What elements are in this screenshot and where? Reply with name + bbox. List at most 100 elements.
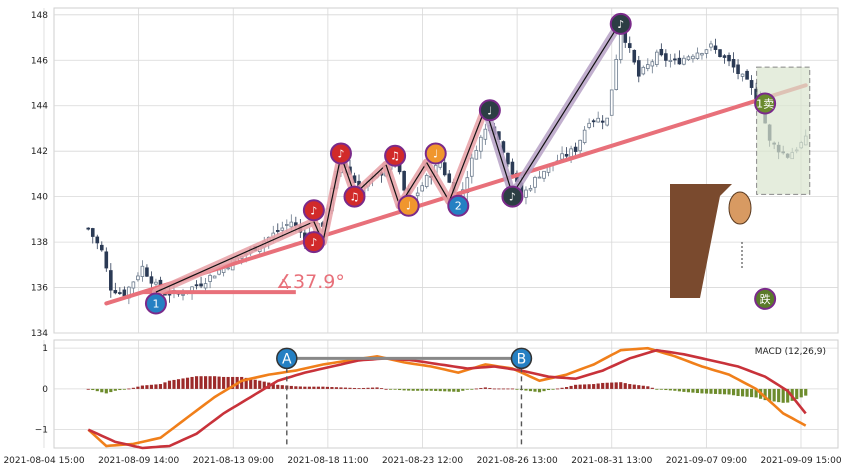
macd-histogram-bar: [668, 388, 672, 391]
macd-histogram-bar: [682, 388, 686, 392]
candle-body: [203, 283, 208, 289]
sell-box: [756, 66, 811, 195]
macd-histogram-bar: [763, 388, 767, 401]
macd-histogram-bar: [722, 388, 727, 395]
candle-body: [704, 49, 709, 54]
macd-histogram-bar: [253, 379, 257, 389]
signal-marker-label: ♫: [390, 150, 400, 163]
cliff-shape: [670, 184, 732, 298]
macd-histogram-bar: [294, 386, 298, 389]
macd-histogram-bar: [316, 386, 320, 389]
candle-body: [280, 227, 285, 231]
signal-marker: ♪: [302, 199, 325, 222]
signal-marker: ♩: [424, 142, 447, 165]
candle-body: [718, 49, 722, 57]
zigzag-line: [484, 107, 514, 195]
macd-histogram-bar: [551, 388, 555, 390]
macd-histogram-bar: [510, 388, 515, 390]
candle-body: [149, 276, 154, 284]
candle-body: [510, 161, 515, 175]
macd-histogram-bar: [483, 387, 487, 389]
x-tick-label: 2021-09-09 15:00: [760, 456, 841, 466]
signal-marker: ♩: [478, 99, 501, 122]
macd-histogram-bar: [601, 382, 605, 389]
macd-histogram-bar: [781, 388, 785, 403]
macd-histogram-bar: [100, 388, 104, 393]
candle-body: [109, 270, 113, 291]
price-tick-label: 138: [31, 238, 48, 248]
candle-body: [596, 117, 600, 123]
macd-histogram-bar: [795, 388, 799, 400]
price-panel: 134 136 138 140 142 144 146 148 1 2 ♪ ♪ ♪ ♫ ♫ ♩ ♩ ♩ ♪ ♪ 1卖跌: [31, 7, 839, 339]
zigzag-line: [385, 164, 401, 206]
candle-body: [524, 189, 528, 198]
macd-histogram-bar: [691, 388, 695, 393]
x-tick-label: 2021-08-13 09:00: [193, 456, 274, 466]
x-tick-label: 2021-08-18 11:00: [287, 456, 368, 466]
macd-histogram-bar: [628, 384, 632, 389]
candle-body: [749, 80, 754, 88]
macd-histogram-bar: [506, 388, 510, 390]
x-axis: 2021-08-04 15:00 2021-08-09 14:00 2021-08-…: [3, 456, 841, 466]
macd-histogram-bar: [190, 376, 194, 389]
macd-histogram-bar: [470, 388, 474, 390]
signal-marker-label: 跌: [760, 292, 771, 306]
macd-histogram-bar: [443, 388, 447, 392]
macd-histogram-bar: [438, 388, 442, 392]
macd-histogram-bar: [731, 388, 736, 396]
macd-histogram-bar: [176, 379, 181, 389]
macd-histogram-bar: [167, 380, 172, 389]
candle-body: [736, 64, 740, 74]
candle-body: [113, 290, 118, 294]
macd-histogram-bar: [127, 388, 131, 390]
signal-marker: ♪: [329, 142, 352, 165]
candle-body: [673, 58, 677, 61]
signal-marker-circle: [478, 99, 501, 122]
signal-marker: 1卖: [754, 92, 777, 115]
zigzag-line: [511, 21, 622, 195]
macd-histogram-bar: [420, 388, 424, 391]
divergence-marker: [510, 347, 533, 370]
signal-line: [87, 348, 807, 450]
candle-body: [668, 59, 673, 62]
candle-body: [226, 267, 230, 270]
macd-histogram-bar: [569, 385, 573, 389]
price-tick-label: 140: [31, 193, 48, 203]
candle-body: [104, 251, 109, 269]
candle-body: [709, 43, 713, 48]
candle-body: [402, 170, 406, 191]
signal-marker-circle: [754, 287, 777, 310]
macd-histogram-bar: [750, 388, 754, 398]
candle-body: [722, 55, 727, 58]
signal-marker: ♪: [501, 185, 524, 208]
angle-label: ∡37.9°: [276, 271, 345, 293]
macd-histogram-bar: [709, 388, 713, 394]
x-tick-label: 2021-08-31 13:00: [571, 456, 652, 466]
divergence-marker-label: A: [282, 351, 292, 367]
macd-histogram-bar: [289, 385, 293, 389]
macd-histogram-bar: [303, 386, 307, 389]
candle-body: [745, 70, 749, 80]
candle-body: [564, 153, 569, 157]
price-tick-label: 144: [31, 102, 48, 112]
macd-legend-label: MACD (12,26,9): [755, 347, 826, 357]
macd-histogram-bar: [528, 388, 533, 392]
candle-body: [99, 244, 104, 251]
macd-histogram-bar: [249, 378, 253, 389]
candle-body: [632, 49, 637, 63]
zigzag-line: [155, 221, 315, 293]
macd-histogram-bar: [700, 388, 704, 394]
signal-marker-circle: [302, 199, 325, 222]
signal-marker-circle: [144, 292, 167, 315]
signal-marker: ♪: [302, 231, 325, 254]
macd-histogram-bar: [361, 387, 366, 389]
macd-histogram-bar: [578, 384, 582, 389]
macd-histogram-bar: [330, 387, 334, 389]
macd-histogram-bar: [537, 388, 542, 393]
signal-marker-label: 1: [152, 297, 159, 310]
macd-histogram-bar: [416, 388, 420, 391]
signal-marker-label: ♪: [337, 147, 344, 160]
candle-body: [163, 293, 167, 296]
signal-marker-label: ♪: [617, 18, 624, 31]
candle-body: [533, 176, 537, 188]
